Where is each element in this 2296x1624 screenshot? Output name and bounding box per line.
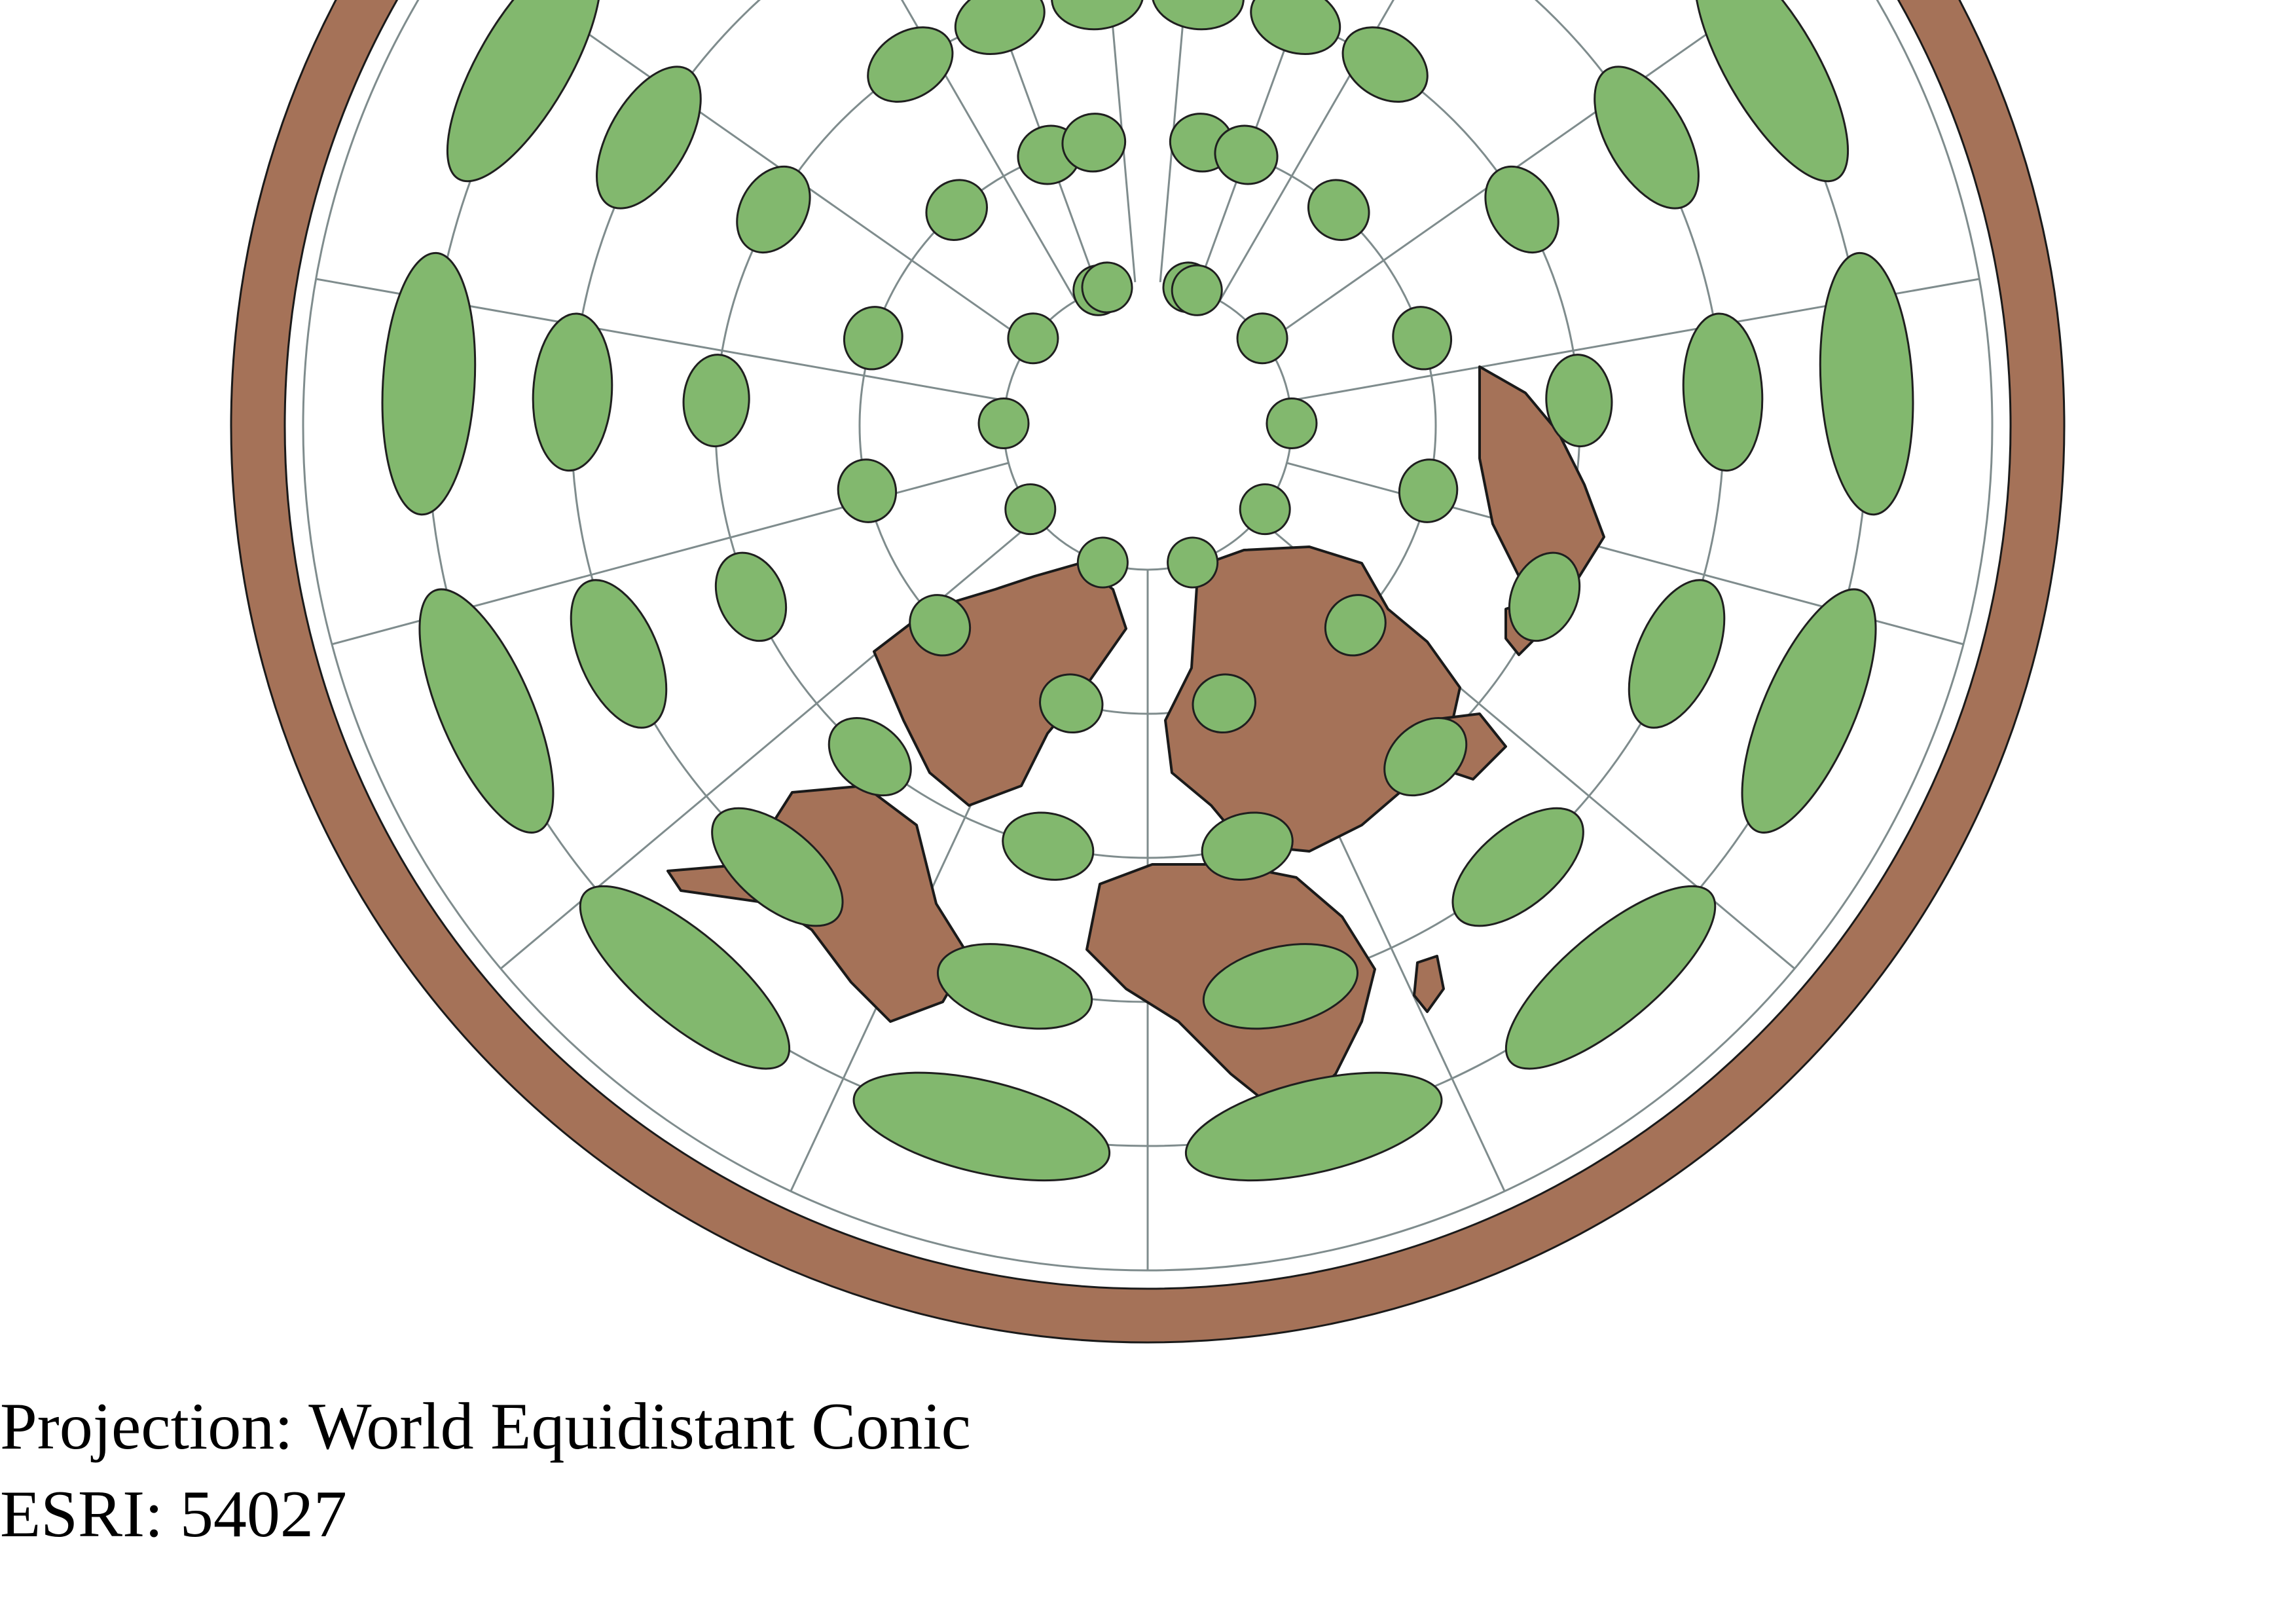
tissot-ellipse [1392, 306, 1453, 371]
meridian-line [900, 0, 1077, 302]
tissot-ellipse [1167, 536, 1219, 589]
outer-band-shape [230, 0, 2066, 1344]
tissot-ellipse [446, 0, 602, 183]
tissot-ellipse [1051, 0, 1144, 31]
tissot-ellipse [579, 885, 791, 1070]
outer-land-band [230, 0, 2066, 1344]
tissot-ellipse [1594, 65, 1700, 210]
tissot-ellipse [1628, 579, 1726, 729]
projection-caption: Projection: World Equidistant Conic [0, 1390, 971, 1464]
tissot-ellipse [1398, 458, 1459, 523]
tissot-ellipse [570, 579, 668, 729]
tissot-ellipse [1201, 811, 1294, 881]
tissot-ellipse [532, 312, 613, 472]
tissot-ellipse [1081, 261, 1133, 314]
tissot-indicatrices [381, 0, 1914, 1182]
tissot-ellipse [1171, 264, 1223, 316]
tissot-ellipse [1250, 0, 1341, 56]
map-figure [230, 0, 2066, 1344]
tissot-ellipse [1214, 124, 1279, 185]
tissot-ellipse [837, 458, 898, 523]
tissot-ellipse [1324, 594, 1387, 657]
tissot-ellipse [381, 251, 477, 516]
tissot-ellipse [744, 0, 918, 20]
tissot-ellipse [1004, 483, 1057, 536]
tissot-ellipse [1239, 483, 1291, 536]
tissot-ellipse [682, 354, 750, 448]
tissot-ellipse [1341, 26, 1429, 103]
tissot-ellipse [714, 551, 788, 642]
tissot-ellipse [925, 179, 989, 241]
tissot-ellipse [1184, 1071, 1443, 1182]
meridian-line [1109, 0, 1137, 282]
east-asia-shape [1478, 365, 1605, 591]
tissot-ellipse [736, 165, 811, 254]
tissot-ellipse [1061, 113, 1127, 173]
tissot-ellipse [1202, 943, 1359, 1030]
esri-code-caption: ESRI: 54027 [0, 1477, 347, 1551]
tissot-ellipse [1694, 0, 1850, 183]
tissot-ellipse [1484, 165, 1559, 254]
tissot-ellipse [843, 306, 903, 371]
tissot-ellipse [1682, 312, 1764, 472]
tissot-ellipse [828, 716, 912, 797]
meridian-line [1159, 0, 1186, 282]
tissot-ellipse [954, 0, 1046, 56]
madagascar-shape [1413, 955, 1445, 1013]
tissot-ellipse [596, 65, 702, 210]
tissot-ellipse [1236, 312, 1288, 365]
tissot-ellipse [1192, 673, 1256, 734]
tissot-ellipse [1151, 0, 1245, 31]
tissot-ellipse [418, 588, 555, 834]
tissot-ellipse [1819, 251, 1914, 516]
tissot-ellipse [1007, 312, 1059, 365]
tissot-ellipse [1741, 588, 1877, 834]
tissot-ellipse [1076, 536, 1129, 589]
meridian-line [1218, 0, 1395, 302]
tissot-ellipse [1383, 716, 1468, 797]
tissot-ellipse [1451, 807, 1584, 927]
tissot-ellipse [1504, 885, 1717, 1070]
tissot-ellipse [1266, 397, 1318, 450]
tissot-ellipse [936, 943, 1093, 1030]
tissot-ellipse [1545, 354, 1613, 448]
tissot-ellipse [852, 1071, 1111, 1182]
tissot-ellipse [1002, 811, 1095, 881]
tissot-ellipse [1039, 673, 1104, 734]
tissot-ellipse [711, 807, 844, 927]
tissot-ellipse [1377, 0, 1551, 20]
tissot-ellipse [909, 594, 972, 657]
tissot-ellipse [867, 26, 954, 103]
tissot-ellipse [1307, 179, 1370, 241]
tissot-ellipse [977, 397, 1030, 450]
tissot-ellipse [1508, 551, 1581, 642]
